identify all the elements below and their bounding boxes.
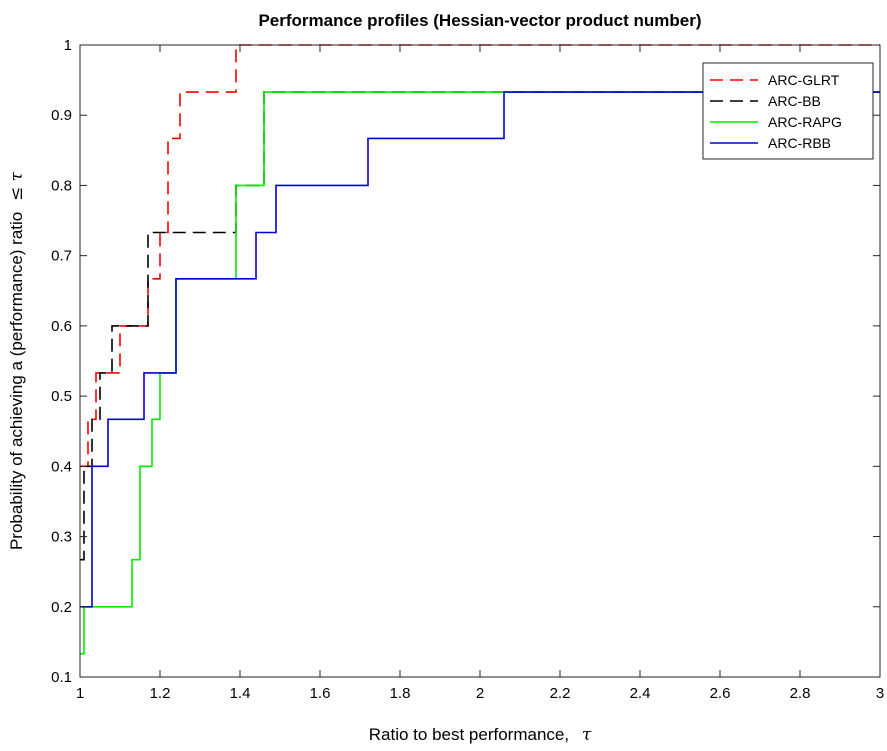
legend-items: ARC-GLRT ARC-BB ARC-RAPG ARC-RBB [710, 72, 842, 151]
y-tick-label: 0.9 [51, 107, 72, 124]
x-tick-label: 1.4 [230, 685, 251, 702]
x-tick-label: 2.4 [630, 685, 651, 702]
y-tick-label: 0.5 [51, 388, 72, 405]
x-axis-label-symbol: τ [582, 725, 592, 745]
y-tick-label: 0.1 [51, 669, 72, 686]
y-tick-label: 1 [64, 37, 72, 54]
y-axis-label-text: Probability of achieving a (performance)… [7, 212, 26, 550]
x-tick-label: 2 [476, 685, 484, 702]
x-tick-label: 2.8 [790, 685, 811, 702]
x-tick-label: 2.2 [550, 685, 571, 702]
x-axis-ticks: 1 1.2 1.4 1.6 1.8 2 2.2 2.4 2.6 2.8 3 [76, 45, 884, 702]
y-tick-label: 0.3 [51, 529, 72, 546]
x-tick-label: 1.2 [150, 685, 171, 702]
x-axis-label-text: Ratio to best performance, [369, 725, 569, 744]
y-tick-label: 0.7 [51, 248, 72, 265]
x-tick-label: 2.6 [710, 685, 731, 702]
y-tick-label: 0.6 [51, 318, 72, 335]
x-tick-label: 1 [76, 685, 84, 702]
x-tick-label: 3 [876, 685, 884, 702]
x-axis-label: Ratio to best performance, τ [369, 725, 592, 745]
legend-label-arc-rbb: ARC-RBB [768, 135, 831, 151]
legend-label-arc-glrt: ARC-GLRT [768, 72, 840, 88]
y-axis-label-symbol: ≤ τ [7, 171, 27, 201]
x-tick-label: 1.6 [310, 685, 331, 702]
legend: ARC-GLRT ARC-BB ARC-RAPG ARC-RBB [702, 62, 874, 160]
series-group [80, 44, 880, 655]
series-line-arc-glrt [80, 44, 880, 468]
legend-label-arc-rapg: ARC-RAPG [768, 114, 842, 130]
legend-label-arc-bb: ARC-BB [768, 93, 821, 109]
y-axis-label: Probability of achieving a (performance)… [7, 171, 27, 550]
y-axis-ticks: 0.1 0.2 0.3 0.4 0.5 0.6 0.7 0.8 0.9 1 [51, 37, 880, 686]
y-tick-label: 0.2 [51, 599, 72, 616]
x-tick-label: 1.8 [390, 685, 411, 702]
y-tick-label: 0.4 [51, 458, 72, 475]
chart-title: Performance profiles (Hessian-vector pro… [258, 11, 701, 30]
series-line-arc-rbb [80, 91, 880, 608]
series-line-arc-rapg [80, 91, 880, 655]
y-tick-label: 0.8 [51, 177, 72, 194]
